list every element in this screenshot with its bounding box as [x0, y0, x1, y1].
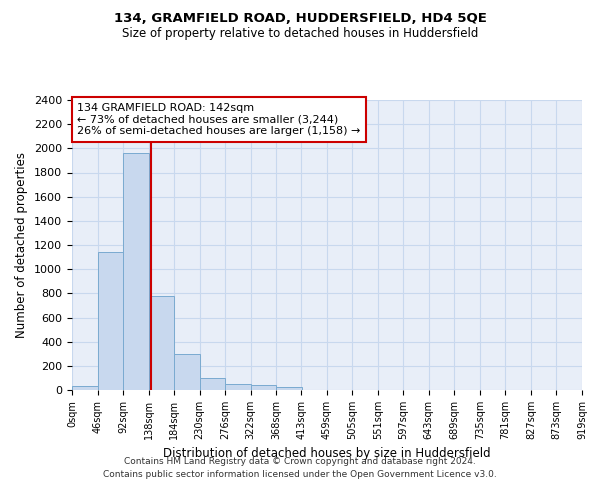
Bar [225, 384, 251, 390]
Bar [98, 252, 123, 390]
Bar [123, 153, 149, 390]
X-axis label: Distribution of detached houses by size in Huddersfield: Distribution of detached houses by size … [163, 448, 491, 460]
Text: 134 GRAMFIELD ROAD: 142sqm
← 73% of detached houses are smaller (3,244)
26% of s: 134 GRAMFIELD ROAD: 142sqm ← 73% of deta… [77, 103, 361, 136]
Bar [276, 387, 302, 390]
Text: Contains public sector information licensed under the Open Government Licence v3: Contains public sector information licen… [103, 470, 497, 479]
Bar [174, 354, 200, 390]
Text: Size of property relative to detached houses in Huddersfield: Size of property relative to detached ho… [122, 28, 478, 40]
Bar [72, 386, 98, 390]
Y-axis label: Number of detached properties: Number of detached properties [16, 152, 28, 338]
Bar [251, 385, 276, 390]
Bar [200, 378, 225, 390]
Text: Contains HM Land Registry data © Crown copyright and database right 2024.: Contains HM Land Registry data © Crown c… [124, 458, 476, 466]
Text: 134, GRAMFIELD ROAD, HUDDERSFIELD, HD4 5QE: 134, GRAMFIELD ROAD, HUDDERSFIELD, HD4 5… [113, 12, 487, 26]
Bar [149, 296, 174, 390]
